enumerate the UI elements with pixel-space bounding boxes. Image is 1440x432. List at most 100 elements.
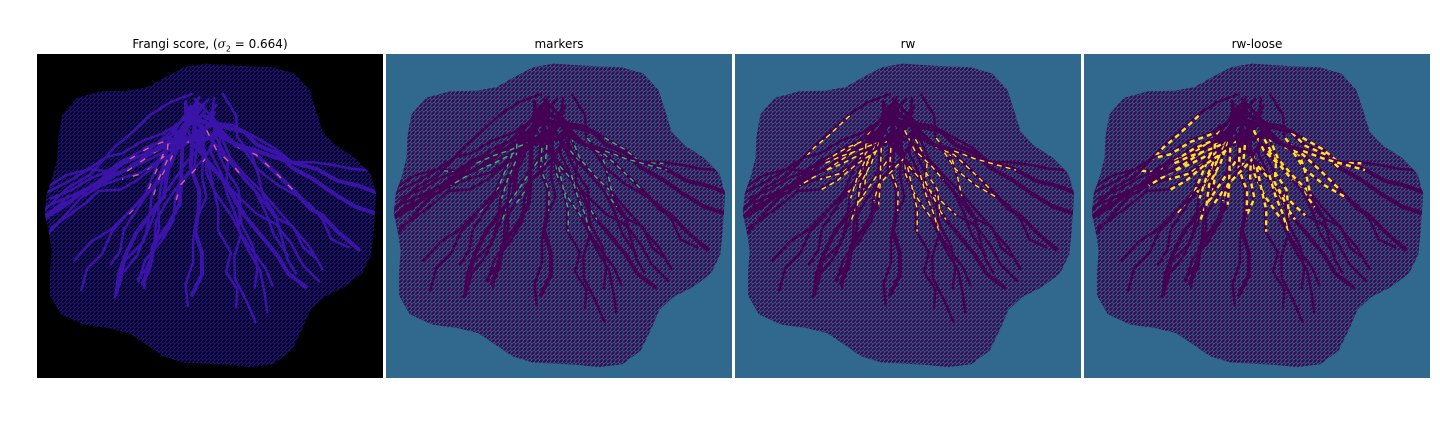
vessel: [1231, 100, 1337, 257]
vessel: [137, 124, 217, 283]
vessel-highlight: [1267, 136, 1312, 195]
vessel: [570, 92, 647, 275]
vessel: [1096, 121, 1261, 230]
frangi-score-image: [37, 54, 383, 378]
vessel-highlight: [1198, 143, 1217, 199]
image-canvas: [386, 54, 732, 378]
vessel-highlight: [1212, 144, 1247, 205]
rw-image: [735, 54, 1081, 378]
vessel-highlight: [1268, 174, 1290, 237]
vessel-highlight: [1263, 138, 1287, 205]
vessel: [486, 124, 566, 283]
vessel-highlight: [943, 152, 997, 198]
vessel: [1256, 129, 1304, 324]
panel-title-frangi: Frangi score, (σ2 = 0.664): [132, 37, 288, 54]
vessel: [907, 129, 955, 324]
vessel-highlight: [914, 138, 938, 205]
retina-disc: [393, 63, 726, 368]
vessel: [140, 108, 202, 286]
vessel-highlight: [819, 149, 878, 192]
vessel-highlight: [586, 146, 644, 192]
vessel: [1268, 92, 1345, 275]
vessel: [187, 113, 316, 259]
vessel-highlight: [878, 147, 882, 205]
vessel-highlight: [799, 151, 865, 187]
image-canvas: [37, 54, 383, 378]
vessel-highlight: [1302, 136, 1362, 165]
vessel-highlight: [1243, 156, 1256, 221]
vessel-highlight: [821, 140, 881, 166]
vessel: [1246, 125, 1286, 309]
vessel-highlight: [604, 150, 668, 171]
vessel: [742, 92, 891, 220]
image-canvas: [735, 54, 1081, 378]
vessel: [912, 131, 1075, 200]
vessel-highlight: [935, 146, 993, 192]
vessel-highlight: [888, 147, 899, 212]
vessel-highlight: [515, 144, 548, 205]
panel-title-markers: markers: [534, 37, 584, 51]
vessel: [44, 104, 206, 201]
vessel-highlight: [1154, 132, 1212, 159]
vessel-highlight: [1302, 149, 1366, 172]
vessel: [210, 120, 377, 186]
vessel: [209, 113, 350, 249]
vessel-highlight: [570, 136, 614, 194]
vessel: [558, 129, 606, 324]
retina-disc: [742, 63, 1075, 368]
vessel-highlight: [539, 147, 550, 212]
markers-image: [386, 54, 732, 378]
vessel-highlight: [907, 167, 919, 232]
vessel-highlight: [1221, 156, 1255, 202]
vessel: [472, 104, 541, 273]
vessel: [123, 104, 192, 273]
vessel: [821, 104, 890, 273]
vessel: [209, 129, 257, 324]
panel-title-rw-loose: rw-loose: [1231, 37, 1283, 51]
vessel-highlight: [1226, 147, 1232, 205]
vessel: [533, 100, 639, 257]
vessel: [548, 125, 588, 309]
vessel: [44, 92, 193, 220]
vessel-highlight: [953, 150, 1017, 171]
vessel-highlight: [1151, 114, 1200, 161]
image-canvas: [1084, 54, 1430, 378]
retina-disc: [44, 63, 377, 368]
vessel-highlight: [1168, 149, 1227, 192]
panel-title-rw: rw: [900, 37, 916, 51]
vessel: [835, 124, 915, 283]
vessel-highlight: [1148, 151, 1214, 187]
vessel-highlight: [1292, 151, 1346, 199]
vessel: [214, 131, 377, 200]
vessel: [558, 113, 699, 249]
vessel: [393, 92, 542, 220]
vessel-highlight: [450, 151, 516, 187]
vessel-highlight: [873, 156, 906, 202]
vessel: [563, 131, 726, 200]
vessel-highlight: [1170, 140, 1230, 166]
vessel-highlight: [1290, 131, 1341, 170]
vessel: [1261, 131, 1424, 200]
vessel-highlight: [1273, 171, 1290, 231]
vessel: [1170, 104, 1239, 273]
vessel: [838, 108, 900, 286]
vessel-highlight: [206, 129, 246, 181]
vessel-highlight: [919, 174, 941, 236]
vessel: [1184, 124, 1264, 283]
vessel-highlight: [604, 137, 664, 164]
vessel-highlight: [925, 171, 941, 231]
vessel: [897, 125, 937, 309]
rw-loose-image: [1084, 54, 1430, 378]
retina-disc: [1091, 63, 1424, 368]
vessel: [908, 120, 1075, 186]
vessel: [199, 125, 239, 309]
vessel: [747, 121, 912, 230]
vessel: [559, 120, 726, 186]
vessel-highlight: [803, 115, 851, 160]
vessel: [536, 113, 665, 259]
vessel-highlight: [558, 167, 570, 232]
vessel: [882, 100, 988, 257]
vessel: [885, 113, 1014, 259]
vessel-highlight: [500, 143, 518, 199]
